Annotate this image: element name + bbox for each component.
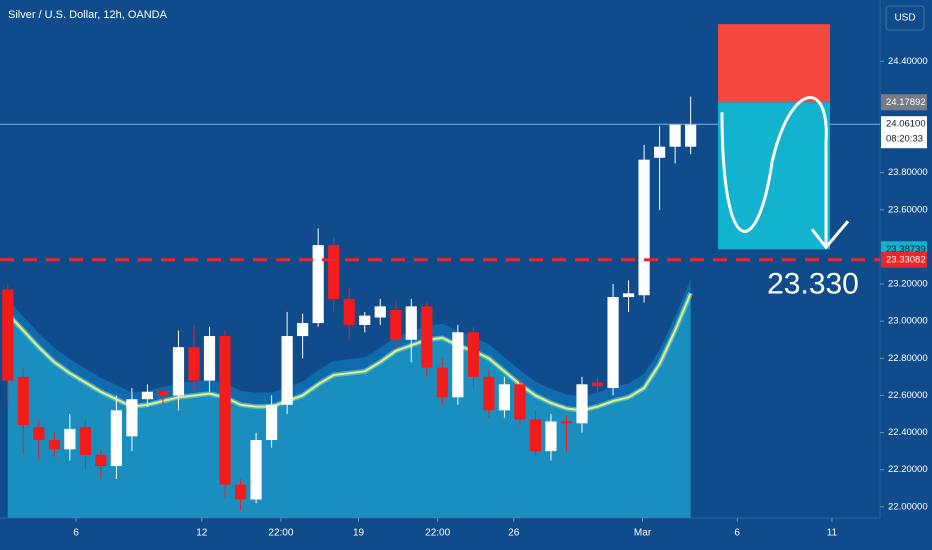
candle-body: [436, 367, 448, 398]
support-tag-box: [881, 251, 927, 268]
candle-body: [622, 293, 635, 298]
candle-body: [172, 347, 185, 396]
plot-area: [2, 96, 697, 518]
annotation: 23.330: [767, 268, 859, 301]
entry-tag-box: [881, 94, 927, 111]
ma-area: [7, 293, 691, 518]
candle-body: [405, 306, 417, 340]
candle-body: [33, 427, 45, 441]
candle-body: [498, 384, 510, 411]
candle-body: [48, 440, 60, 450]
candle-body: [545, 421, 557, 452]
candle-body: [79, 427, 91, 455]
y-tick-label: 22.80000: [888, 353, 928, 364]
projection-curve: [720, 96, 828, 246]
candle-body: [685, 124, 697, 147]
x-tick-label: 22:00: [425, 528, 450, 539]
candle-body: [483, 376, 495, 411]
y-tick-label: 23.80000: [888, 167, 928, 178]
y-tick-label: 23.20000: [888, 279, 928, 290]
candle-body: [281, 336, 293, 405]
y-tick-label: 23.00000: [888, 316, 928, 327]
stop-zone: [718, 24, 830, 103]
candle-body: [467, 332, 479, 377]
candle-body: [374, 306, 386, 318]
candle-body: [607, 297, 619, 389]
x-tick-label: Mar: [634, 528, 652, 539]
candle-body: [141, 391, 154, 400]
candle-body: [514, 384, 526, 420]
candle-body: [203, 336, 216, 381]
candle-body: [250, 440, 262, 500]
candle-body: [654, 146, 666, 158]
candle-body: [328, 245, 340, 299]
candle-body: [669, 124, 681, 147]
candle-body: [560, 421, 573, 424]
candle-body: [157, 391, 169, 396]
y-tick-label: 22.00000: [888, 501, 928, 512]
y-tick-label: 22.40000: [888, 427, 928, 438]
currency-label[interactable]: USD: [894, 13, 915, 24]
target-tag: 23.38739: [886, 244, 926, 255]
countdown: 08:20:33: [886, 134, 923, 145]
chart-title: Silver / U.S. Dollar, 12h, OANDA: [8, 9, 168, 21]
y-tick-label: 23.60000: [888, 204, 928, 215]
last-tag: 24.06100: [886, 119, 926, 130]
candle-body: [529, 419, 542, 452]
candle-body: [64, 428, 76, 450]
target-zone: [718, 102, 830, 250]
candle-body: [576, 384, 588, 424]
entry-tag: 24.17892: [886, 97, 926, 108]
candle-body: [110, 410, 122, 467]
x-tick-label: 11: [827, 528, 838, 539]
candle-body: [421, 306, 433, 368]
x-tick-label: 6: [734, 528, 740, 539]
candle-body: [266, 404, 278, 441]
last-box: [881, 116, 927, 149]
candle-body: [390, 310, 402, 340]
candle-body: [591, 382, 604, 387]
candle-body: [234, 484, 247, 500]
candle-body: [2, 289, 14, 381]
candle-body: [312, 245, 324, 324]
support-tag: 23.33082: [886, 254, 926, 265]
candle-body: [359, 315, 371, 325]
y-tick-label: 22.60000: [888, 390, 928, 401]
candle-body: [297, 323, 309, 337]
candle-body: [188, 347, 200, 381]
candle-body: [638, 159, 650, 296]
candle-body: [219, 336, 231, 485]
x-tick-label: 19: [353, 528, 365, 539]
x-tick-label: 6: [73, 528, 79, 539]
y-tick-label: 22.20000: [888, 464, 928, 475]
candle-body: [343, 298, 355, 325]
currency-button[interactable]: [885, 5, 925, 31]
candle-body: [452, 332, 464, 398]
x-tick-label: 26: [508, 528, 520, 539]
y-tick-label: 24.40000: [888, 56, 928, 67]
candle-body: [126, 399, 138, 437]
x-tick-label: 22:00: [268, 528, 293, 539]
candle-body: [95, 454, 107, 467]
x-tick-label: 12: [196, 528, 208, 539]
projection-arrow: [810, 220, 850, 250]
candle-body: [17, 376, 29, 426]
